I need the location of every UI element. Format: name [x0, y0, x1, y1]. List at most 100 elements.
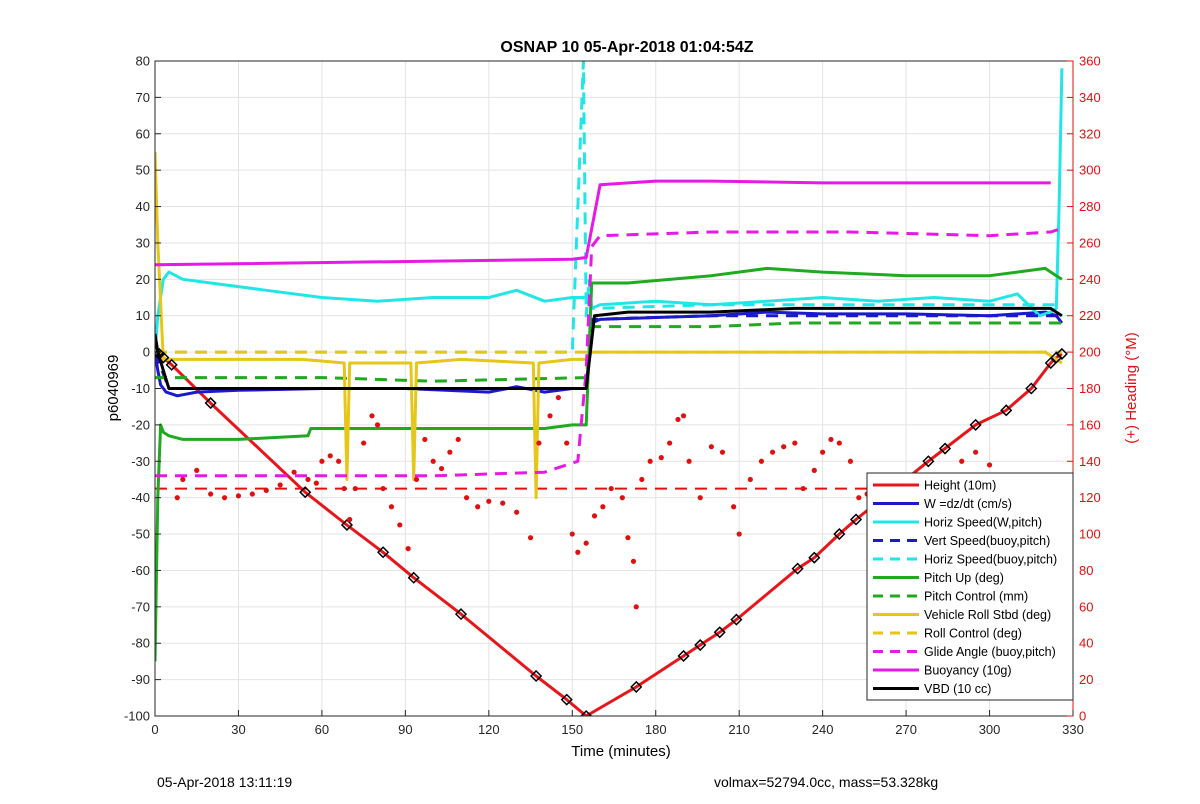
y2-tick-label: 0 — [1079, 709, 1086, 724]
y-axis-label: p6040969 — [105, 355, 122, 422]
legend-label-7: Vehicle Roll Stbd (deg) — [924, 608, 1051, 622]
series-line-5 — [155, 266, 1063, 662]
x-tick-label: 270 — [895, 722, 917, 737]
heading-point — [675, 416, 681, 423]
heading-point — [583, 540, 589, 546]
heading-point — [422, 436, 428, 443]
heading-point — [811, 467, 817, 473]
heading-point — [836, 440, 842, 446]
heading-point — [736, 531, 742, 537]
heading-point — [630, 558, 637, 564]
y2-tick-label: 60 — [1079, 599, 1093, 614]
heading-point — [174, 495, 180, 501]
x-tick-label: 0 — [151, 722, 158, 737]
y2-tick-label: 220 — [1079, 308, 1101, 323]
footer-timestamp: 05-Apr-2018 13:11:19 — [157, 774, 293, 790]
heading-point — [463, 495, 470, 501]
x-tick-label: 90 — [398, 722, 412, 737]
x-tick-label: 240 — [812, 722, 834, 737]
legend-label-5: Pitch Up (deg) — [924, 571, 1004, 585]
plot-series — [155, 61, 1073, 716]
y-tick-label: -20 — [131, 417, 150, 432]
heading-point — [569, 531, 575, 537]
right-y-axis-label: (+) Heading (°M) — [1123, 332, 1140, 443]
height-marker — [849, 513, 863, 526]
height-marker — [454, 608, 468, 621]
heading-point — [639, 476, 645, 483]
height-marker — [204, 396, 217, 410]
heading-point — [600, 504, 606, 510]
height-marker — [377, 546, 390, 559]
heading-point — [658, 455, 664, 461]
y2-tick-label: 80 — [1079, 563, 1093, 578]
height-marker — [922, 455, 935, 468]
height-marker — [833, 527, 846, 541]
x-tick-label: 330 — [1062, 722, 1084, 737]
heading-point — [564, 440, 570, 446]
legend-label-8: Roll Control (deg) — [924, 627, 1022, 641]
heading-point — [291, 469, 297, 475]
y-tick-label: 70 — [136, 90, 150, 105]
x-axis-label: Time (minutes) — [571, 743, 670, 760]
y2-tick-label: 180 — [1079, 381, 1101, 396]
y2-tick-label: 240 — [1079, 272, 1101, 287]
legend-label-2: Horiz Speed(W,pitch) — [924, 516, 1042, 530]
series-line-11 — [155, 306, 1063, 390]
series-line-9 — [155, 226, 1063, 478]
heading-point — [986, 462, 993, 468]
height-marker — [630, 680, 643, 693]
heading-point — [319, 458, 325, 464]
height-marker — [157, 351, 170, 364]
x-tick-label: 30 — [231, 722, 245, 737]
heading-point — [608, 485, 614, 492]
height-marker — [1055, 347, 1068, 360]
heading-point — [667, 440, 673, 446]
heading-point — [500, 500, 506, 506]
y-tick-label: -80 — [131, 636, 150, 651]
heading-point — [221, 495, 228, 501]
y-tick-label: 50 — [136, 163, 150, 178]
heading-point — [828, 436, 834, 443]
heading-point — [680, 413, 687, 419]
series-group — [155, 61, 1073, 716]
heading-point — [536, 440, 542, 446]
heading-point — [486, 498, 492, 504]
y-tick-label: -90 — [131, 672, 150, 687]
heading-point — [388, 504, 395, 510]
heading-point — [361, 440, 367, 446]
heading-point — [341, 485, 347, 492]
heading-point — [747, 476, 753, 483]
heading-point — [447, 449, 453, 455]
y-tick-label: -10 — [131, 381, 150, 396]
heading-point — [374, 422, 381, 428]
heading-point — [856, 495, 862, 501]
heading-point — [514, 509, 520, 515]
height-marker — [969, 418, 982, 431]
heading-point — [591, 513, 598, 519]
x-tick-label: 210 — [728, 722, 750, 737]
y2-tick-label: 40 — [1079, 636, 1093, 651]
y2-tick-label: 320 — [1079, 126, 1101, 141]
x-tick-label: 60 — [315, 722, 329, 737]
heading-point — [305, 476, 311, 483]
series-line-0 — [155, 350, 1063, 716]
heading-point — [347, 516, 353, 523]
heading-point — [973, 449, 979, 455]
heading-point — [847, 458, 854, 464]
x-tick-label: 150 — [561, 722, 583, 737]
y2-tick-label: 300 — [1079, 163, 1101, 178]
heading-point — [369, 413, 375, 419]
legend-label-0: Height (10m) — [924, 479, 996, 493]
heading-point — [731, 504, 737, 510]
y2-tick-label: 280 — [1079, 199, 1101, 214]
heading-point — [397, 522, 403, 528]
y2-tick-label: 260 — [1079, 235, 1101, 250]
chart-title: OSNAP 10 05-Apr-2018 01:04:54Z — [500, 39, 753, 56]
heading-point — [555, 394, 561, 401]
height-marker — [165, 358, 178, 371]
heading-point — [647, 458, 653, 464]
height-marker — [694, 638, 707, 652]
height-marker — [730, 613, 743, 626]
heading-point — [820, 449, 826, 455]
